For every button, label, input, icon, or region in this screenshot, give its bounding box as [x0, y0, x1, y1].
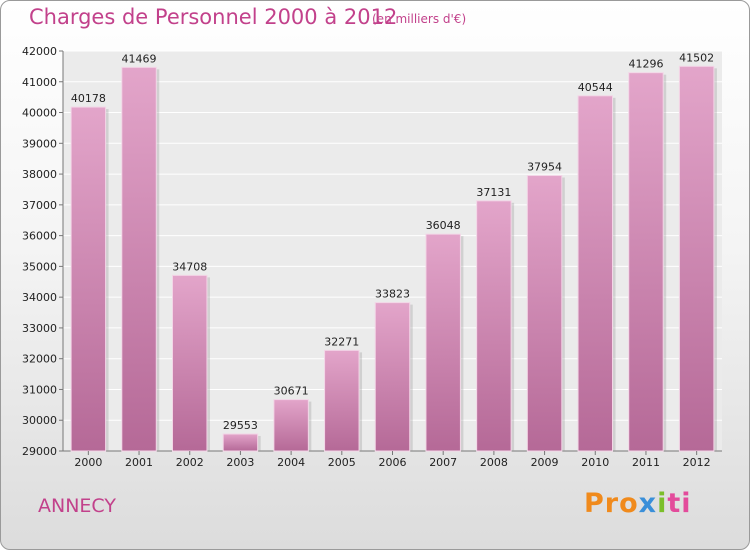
y-tick-label: 34000 [22, 291, 57, 304]
data-label: 40178 [71, 92, 106, 105]
data-label: 34708 [172, 260, 207, 273]
bar [628, 72, 664, 452]
y-tick-label: 40000 [22, 107, 57, 120]
data-label: 32271 [324, 335, 359, 348]
x-tick-label: 2003 [226, 456, 254, 469]
x-tick-label: 2002 [176, 456, 204, 469]
proxiti-logo: Proxiti [584, 488, 692, 519]
x-tick-label: 2004 [277, 456, 305, 469]
y-tick-label: 30000 [22, 414, 57, 427]
y-tick-label: 39000 [22, 137, 57, 150]
bar [425, 233, 461, 452]
y-tick-label: 38000 [22, 168, 57, 181]
y-tick-label: 37000 [22, 199, 57, 212]
x-tick-label: 2007 [429, 456, 457, 469]
chart-title: Charges de Personnel 2000 à 2012 [29, 5, 398, 29]
data-label: 30671 [274, 385, 309, 398]
y-tick-label: 35000 [22, 260, 57, 273]
y-tick-label: 31000 [22, 383, 57, 396]
x-tick-label: 2008 [480, 456, 508, 469]
data-label: 37131 [476, 186, 511, 199]
y-tick-label: 29000 [22, 445, 57, 458]
data-label: 41296 [628, 58, 663, 71]
y-tick-label: 41000 [22, 76, 57, 89]
bar [273, 399, 309, 452]
x-tick-label: 2005 [328, 456, 356, 469]
x-tick-label: 2000 [74, 456, 102, 469]
data-label: 36048 [426, 219, 461, 232]
y-tick-label: 33000 [22, 322, 57, 335]
bar [324, 349, 360, 452]
y-tick-label: 42000 [22, 45, 57, 58]
x-tick-label: 2010 [581, 456, 609, 469]
x-tick-label: 2001 [125, 456, 153, 469]
x-tick-label: 2012 [683, 456, 711, 469]
data-label: 40544 [578, 81, 613, 94]
data-label: 37954 [527, 160, 562, 173]
y-tick-label: 36000 [22, 230, 57, 243]
x-tick-label: 2006 [379, 456, 407, 469]
bar [577, 95, 614, 452]
bar [171, 274, 208, 452]
data-label: 29553 [223, 419, 258, 432]
bar [222, 433, 259, 452]
x-tick-label: 2011 [632, 456, 660, 469]
y-tick-label: 32000 [22, 353, 57, 366]
x-tick-label: 2009 [531, 456, 559, 469]
bar [374, 302, 411, 452]
bar [526, 174, 563, 452]
bar [121, 66, 157, 452]
location-label: ANNECY [38, 495, 116, 517]
data-label: 41469 [122, 52, 157, 65]
data-label: 41502 [679, 51, 714, 64]
bar [678, 65, 715, 452]
data-label: 33823 [375, 288, 410, 301]
bar [70, 106, 107, 452]
bar [476, 200, 512, 452]
chart-subtitle: (en milliers d'€) [372, 12, 467, 26]
